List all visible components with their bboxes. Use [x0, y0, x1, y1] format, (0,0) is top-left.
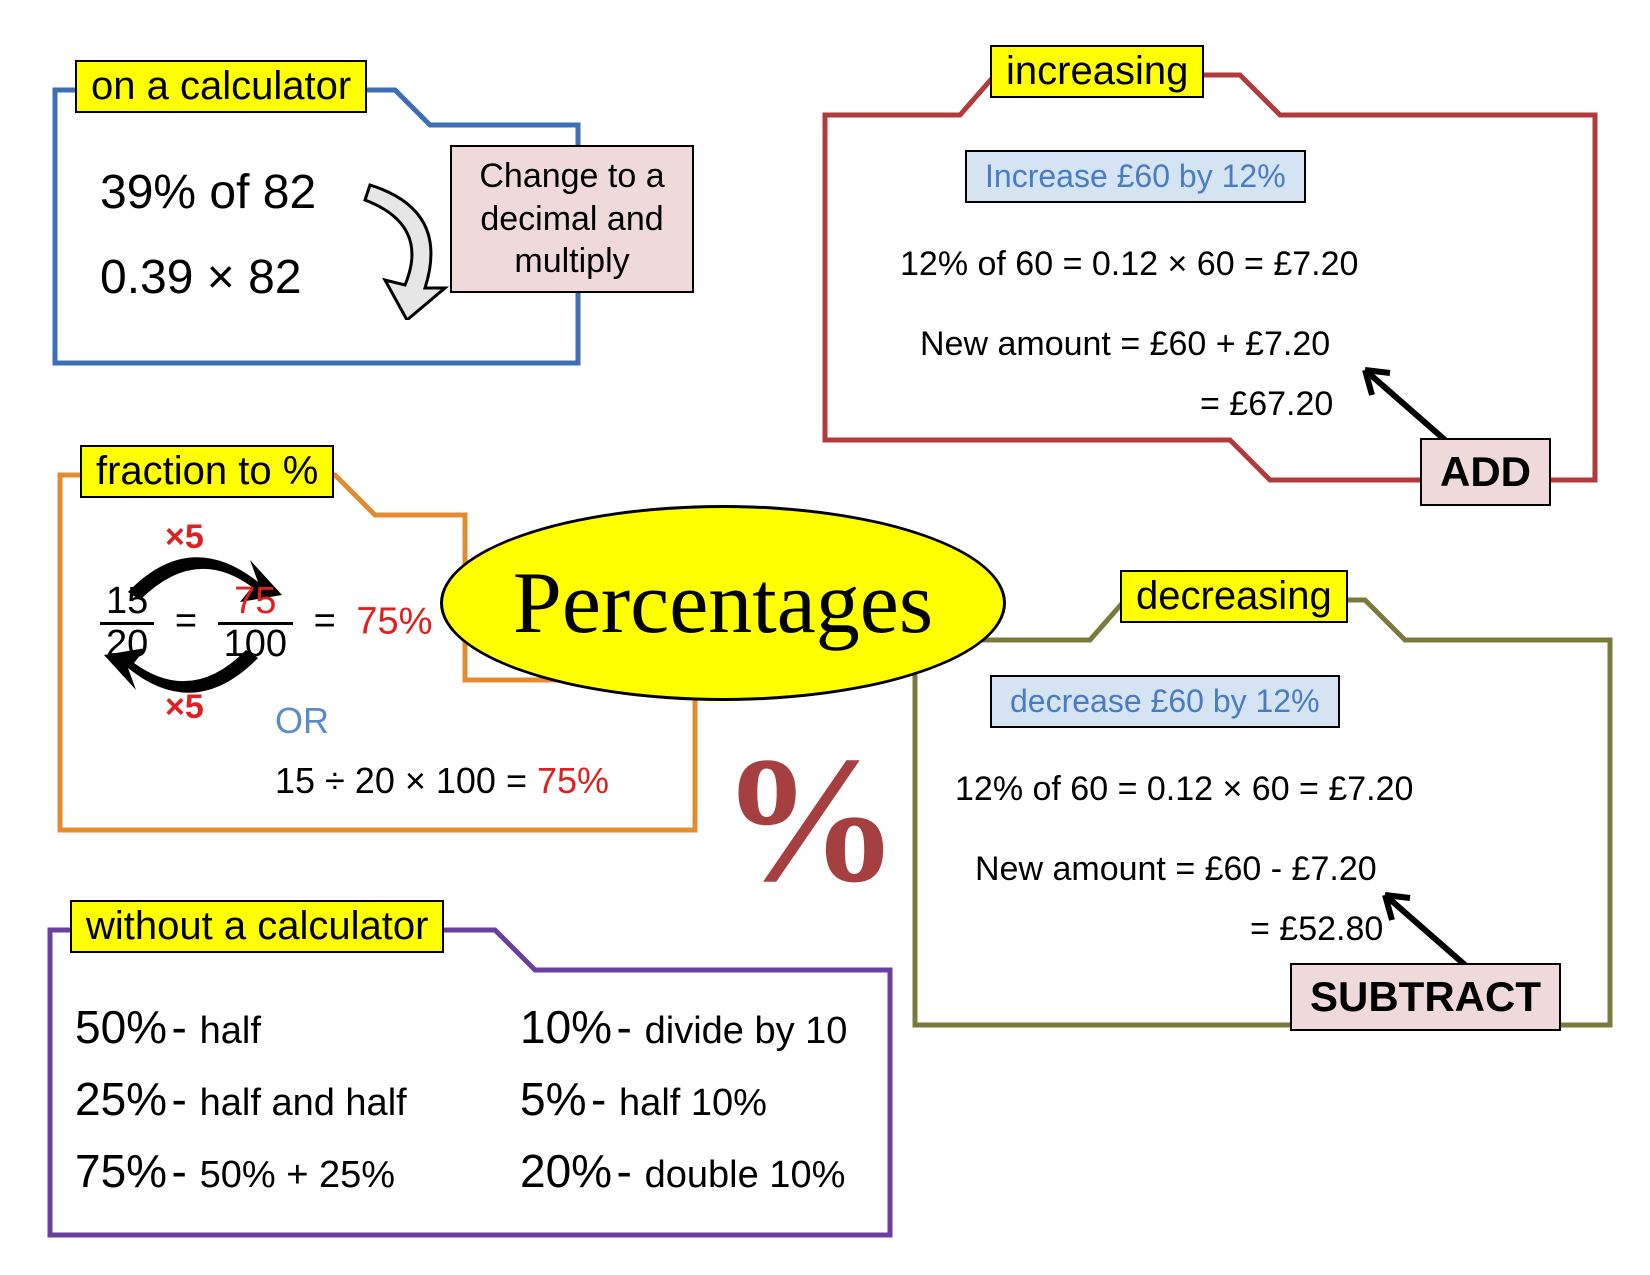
decreasing-action: SUBTRACT — [1290, 963, 1561, 1031]
without-desc-4: half 10% — [619, 1082, 767, 1124]
fraction-or: OR — [275, 700, 329, 742]
without-col1: 50% - half 25% - half and half 75% - 50%… — [75, 1000, 407, 1198]
diagram-stage: on a calculator 39% of 82 0.39 × 82 Chan… — [0, 0, 1650, 1275]
fraction-result: 75% — [356, 600, 432, 642]
increasing-prompt: Increase £60 by 12% — [965, 150, 1306, 203]
without-desc-3: divide by 10 — [645, 1010, 848, 1052]
without-pct-0: 50% — [75, 1001, 167, 1053]
decreasing-result: = £52.80 — [1250, 910, 1383, 949]
calculator-line2: 0.39 × 82 — [100, 250, 302, 305]
without-pct-2: 75% — [75, 1145, 167, 1197]
decreasing-calc: 12% of 60 = 0.12 × 60 = £7.20 — [955, 770, 1413, 809]
fraction-title: fraction to % — [80, 445, 334, 498]
without-pct-4: 5% — [520, 1073, 586, 1125]
increasing-title: increasing — [990, 45, 1204, 98]
increasing-action: ADD — [1420, 438, 1551, 506]
fraction-den1: 20 — [100, 625, 154, 665]
without-desc-0: half — [200, 1010, 261, 1052]
center-title-oval: Percentages — [440, 505, 1006, 701]
without-title: without a calculator — [70, 900, 444, 953]
calculator-arrow-icon — [355, 170, 465, 320]
calculator-note: Change to a decimal and multiply — [450, 145, 694, 293]
decreasing-prompt: decrease £60 by 12% — [990, 675, 1340, 728]
increasing-newline: New amount = £60 + £7.20 — [920, 325, 1330, 364]
increasing-calc: 12% of 60 = 0.12 × 60 = £7.20 — [900, 245, 1358, 284]
without-desc-1: half and half — [200, 1082, 407, 1124]
calculator-line1: 39% of 82 — [100, 165, 316, 220]
increasing-result: = £67.20 — [1200, 385, 1333, 424]
fraction-mult-top: ×5 — [165, 518, 204, 557]
without-col2: 10% - divide by 10 5% - half 10% 20% - d… — [520, 1000, 847, 1198]
fraction-equation: 15 20 = 75 100 = 75% — [100, 582, 432, 665]
calculator-title: on a calculator — [75, 60, 367, 113]
fraction-num2: 75 — [218, 582, 293, 625]
fraction-alt-result: 75% — [537, 760, 609, 801]
without-desc-2: 50% + 25% — [200, 1154, 395, 1196]
without-pct-3: 10% — [520, 1001, 612, 1053]
fraction-alt: 15 ÷ 20 × 100 = 75% — [275, 760, 609, 802]
fraction-den2: 100 — [218, 625, 293, 665]
fraction-alt-prefix: 15 ÷ 20 × 100 = — [275, 760, 537, 801]
fraction-num1: 15 — [100, 582, 154, 625]
without-pct-1: 25% — [75, 1073, 167, 1125]
center-title-text: Percentages — [513, 553, 933, 654]
fraction-mult-bottom: ×5 — [165, 688, 204, 727]
decreasing-title: decreasing — [1120, 570, 1348, 623]
percent-symbol-icon: % — [720, 730, 900, 910]
decreasing-newline: New amount = £60 - £7.20 — [975, 850, 1377, 889]
without-pct-5: 20% — [520, 1145, 612, 1197]
without-desc-5: double 10% — [645, 1154, 846, 1196]
